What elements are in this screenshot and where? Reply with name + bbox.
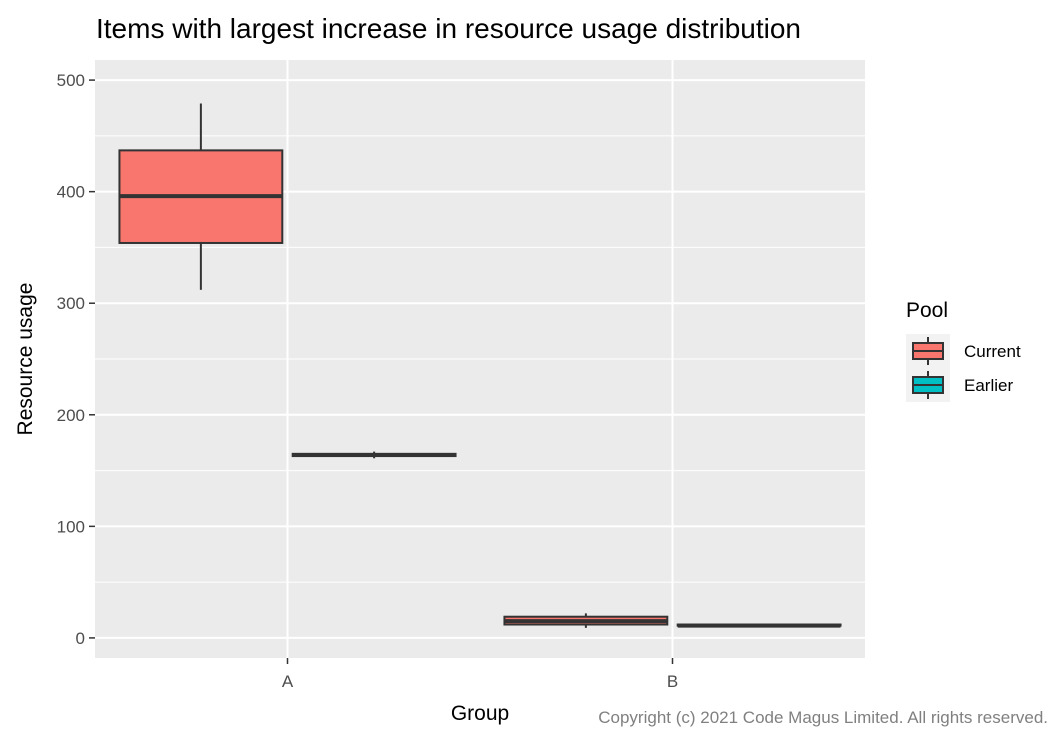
y-tick-label: 300 xyxy=(57,294,85,313)
x-tick-label: A xyxy=(282,672,294,691)
y-axis-title: Resource usage xyxy=(14,283,37,436)
box-current-b xyxy=(503,613,669,628)
boxes xyxy=(118,103,842,628)
y-tick-label: 400 xyxy=(57,183,85,202)
legend: Pool Current Earlier xyxy=(906,299,1021,402)
x-tick-label: B xyxy=(667,672,678,691)
y-tick-label: 0 xyxy=(76,629,85,648)
legend-title: Pool xyxy=(906,299,948,322)
y-tick-label: 200 xyxy=(57,406,85,425)
axes: 0 100 200 300 400 500 A B xyxy=(57,71,679,691)
box-current-a xyxy=(118,103,284,290)
grid-lines xyxy=(95,60,865,658)
box-earlier-b xyxy=(676,623,842,628)
y-tick-label: 500 xyxy=(57,71,85,90)
legend-label-current: Current xyxy=(964,342,1021,361)
copyright-caption: Copyright (c) 2021 Code Magus Limited. A… xyxy=(598,708,1048,727)
legend-label-earlier: Earlier xyxy=(964,376,1013,395)
chart-title: Items with largest increase in resource … xyxy=(96,13,801,44)
y-tick-label: 100 xyxy=(57,517,85,536)
box-earlier-a xyxy=(291,451,457,459)
x-axis-title: Group xyxy=(451,702,509,725)
